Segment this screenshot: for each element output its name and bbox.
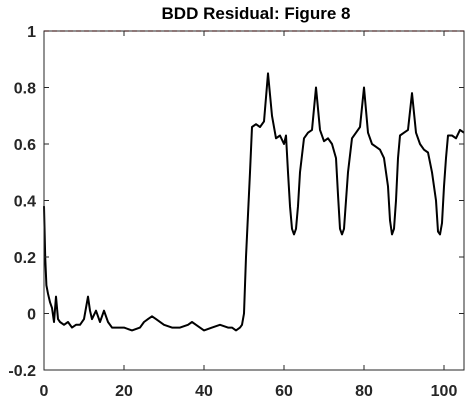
x-tick-label: 40 <box>195 383 213 400</box>
x-tick-label: 80 <box>355 383 373 400</box>
plot-area <box>44 31 464 370</box>
y-tick-label: 1 <box>27 24 36 41</box>
chart-title: BDD Residual: Figure 8 <box>162 4 351 23</box>
y-tick-label: 0.6 <box>14 137 36 154</box>
y-tick-label: 0.2 <box>14 250 36 267</box>
y-tick-label: 0 <box>27 307 36 324</box>
x-tick-label: 20 <box>115 383 133 400</box>
x-tick-label: 60 <box>275 383 293 400</box>
y-tick-label: 0.8 <box>14 81 36 98</box>
x-tick-label: 0 <box>40 383 49 400</box>
axes: 0 20 40 60 80 100-0.200.20.40.60.81 <box>8 24 465 400</box>
series-line-residual <box>43 72 465 332</box>
y-tick-label: 0.4 <box>14 194 36 211</box>
y-tick-label: -0.2 <box>8 363 36 380</box>
x-tick-label: 100 <box>431 383 458 400</box>
